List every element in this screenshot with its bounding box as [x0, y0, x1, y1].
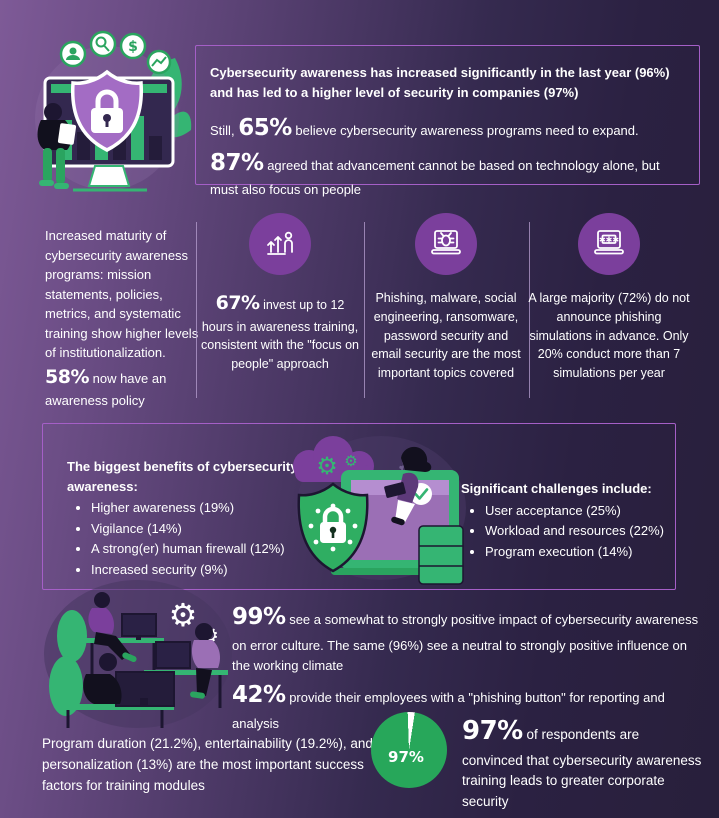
conclusion-stat-text: 97% of respondents are convinced that cy…: [462, 716, 702, 809]
challenge-item: User acceptance (25%): [485, 501, 671, 521]
benefit-item: A strong(er) human firewall (12%): [91, 539, 317, 559]
hero-headline: Cybersecurity awareness has increased si…: [210, 65, 670, 100]
challenge-item: Program execution (14%): [485, 542, 671, 562]
malware-bug-laptop-icon: [415, 213, 477, 275]
column-divider: [196, 222, 197, 398]
success-factors-text: Program duration (21.2%), entertainabili…: [42, 736, 373, 793]
hero-expand-text: believe cybersecurity awareness programs…: [295, 123, 639, 138]
stat-column-training-hours: 67% invest up to 12 hours in awareness t…: [200, 213, 360, 374]
impact-stat-text: 99% see a somewhat to strongly positive …: [232, 600, 700, 734]
benefit-item: Vigilance (14%): [91, 519, 317, 539]
stat-text: 67% invest up to 12 hours in awareness t…: [201, 292, 359, 371]
svg-text:✱✱✱: ✱✱✱: [599, 236, 619, 245]
benefit-item: Increased security (9%): [91, 560, 317, 580]
maturity-tail: now have an awareness policy: [45, 370, 167, 409]
dollar-icon: [119, 32, 147, 60]
stat-column-topics: Phishing, malware, social engineering, r…: [368, 213, 524, 383]
pie-center-label: 97%: [388, 748, 424, 766]
people-growth-icon: [249, 213, 311, 275]
password-screen-laptop-icon: ✱✱✱: [578, 213, 640, 275]
stat-text: A large majority (72%) do not announce p…: [528, 291, 690, 380]
pie-chart: 97%: [371, 712, 447, 788]
office-workers-illustration: ⚙ ⚙: [44, 580, 232, 728]
impact-line-2: 42% provide their employees with a "phis…: [232, 681, 665, 731]
column-divider: [529, 222, 530, 398]
hero-people-text: agreed that advancement cannot be based …: [210, 157, 660, 198]
gear-icon: ⚙: [344, 452, 357, 470]
benefits-title: The biggest benefits of cybersecurity aw…: [67, 459, 298, 494]
benefits-challenges-box: The biggest benefits of cybersecurity aw…: [42, 423, 676, 590]
challenges-title: Significant challenges include:: [461, 481, 652, 496]
benefits-list: The biggest benefits of cybersecurity aw…: [67, 457, 317, 580]
maturity-pct: 58%: [45, 365, 89, 388]
hero-pct-people: 87%: [210, 149, 264, 176]
svg-text:$: $: [128, 39, 138, 55]
gear-icon: ⚙: [316, 452, 338, 480]
shield-checklist-illustration: ⚙ ⚙ ⚙: [293, 436, 466, 585]
hero-subtext: Still, 65% believe cybersecurity awarene…: [210, 111, 683, 200]
challenges-list: Significant challenges include: User acc…: [461, 479, 671, 562]
impact-line-1: 99% see a somewhat to strongly positive …: [232, 604, 699, 673]
maturity-stat-text: Increased maturity of cybersecurity awar…: [45, 226, 199, 411]
challenge-item: Workload and resources (22%): [485, 521, 671, 541]
hero-stat-box: Cybersecurity awareness has increased si…: [195, 45, 700, 197]
hero-pct-expand: 65%: [238, 115, 292, 141]
maturity-text: Increased maturity of cybersecurity awar…: [45, 228, 199, 360]
security-monitor-illustration: $: [35, 30, 192, 192]
stat-text: Phishing, malware, social engineering, r…: [371, 291, 521, 380]
search-icon: [89, 30, 117, 58]
gear-icon: ⚙: [169, 596, 198, 634]
benefit-item: Higher awareness (19%): [91, 498, 317, 518]
stat-column-simulations: ✱✱✱ A large majority (72%) do not announ…: [525, 213, 693, 383]
hero-still: Still,: [210, 123, 235, 138]
column-divider: [364, 222, 365, 398]
